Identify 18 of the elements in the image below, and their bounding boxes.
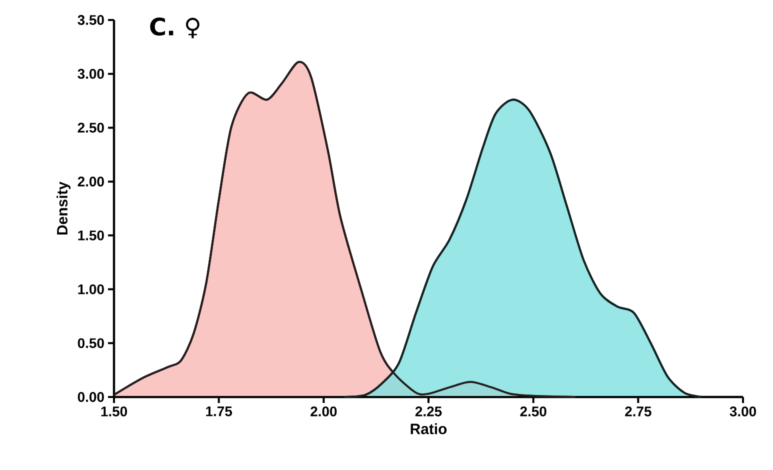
chart-title: C. ♀ [150,18,200,38]
x-tick-label: 2.75 [625,406,652,416]
y-tick-label: 3.50 [78,15,104,25]
x-tick-label: 3.00 [730,406,756,416]
x-tick-label: 1.50 [101,406,128,416]
y-tick-label: 1.00 [78,284,104,294]
y-tick-label: 0.50 [78,338,104,348]
y-tick-label: 2.50 [78,122,104,133]
x-tick-label: 1.75 [206,406,232,416]
y-axis-title: Density [56,182,70,234]
x-tick-label: 2.25 [415,406,442,416]
y-tick-label: 0.00 [78,392,104,402]
y-tick-label: 2.00 [78,176,104,187]
x-tick-label: 2.00 [310,406,337,416]
y-tick-label: 1.50 [78,230,104,240]
y-tick-label: 3.00 [78,68,104,79]
x-tick-label: 2.50 [520,406,546,416]
x-axis-title: Ratio [410,423,447,434]
